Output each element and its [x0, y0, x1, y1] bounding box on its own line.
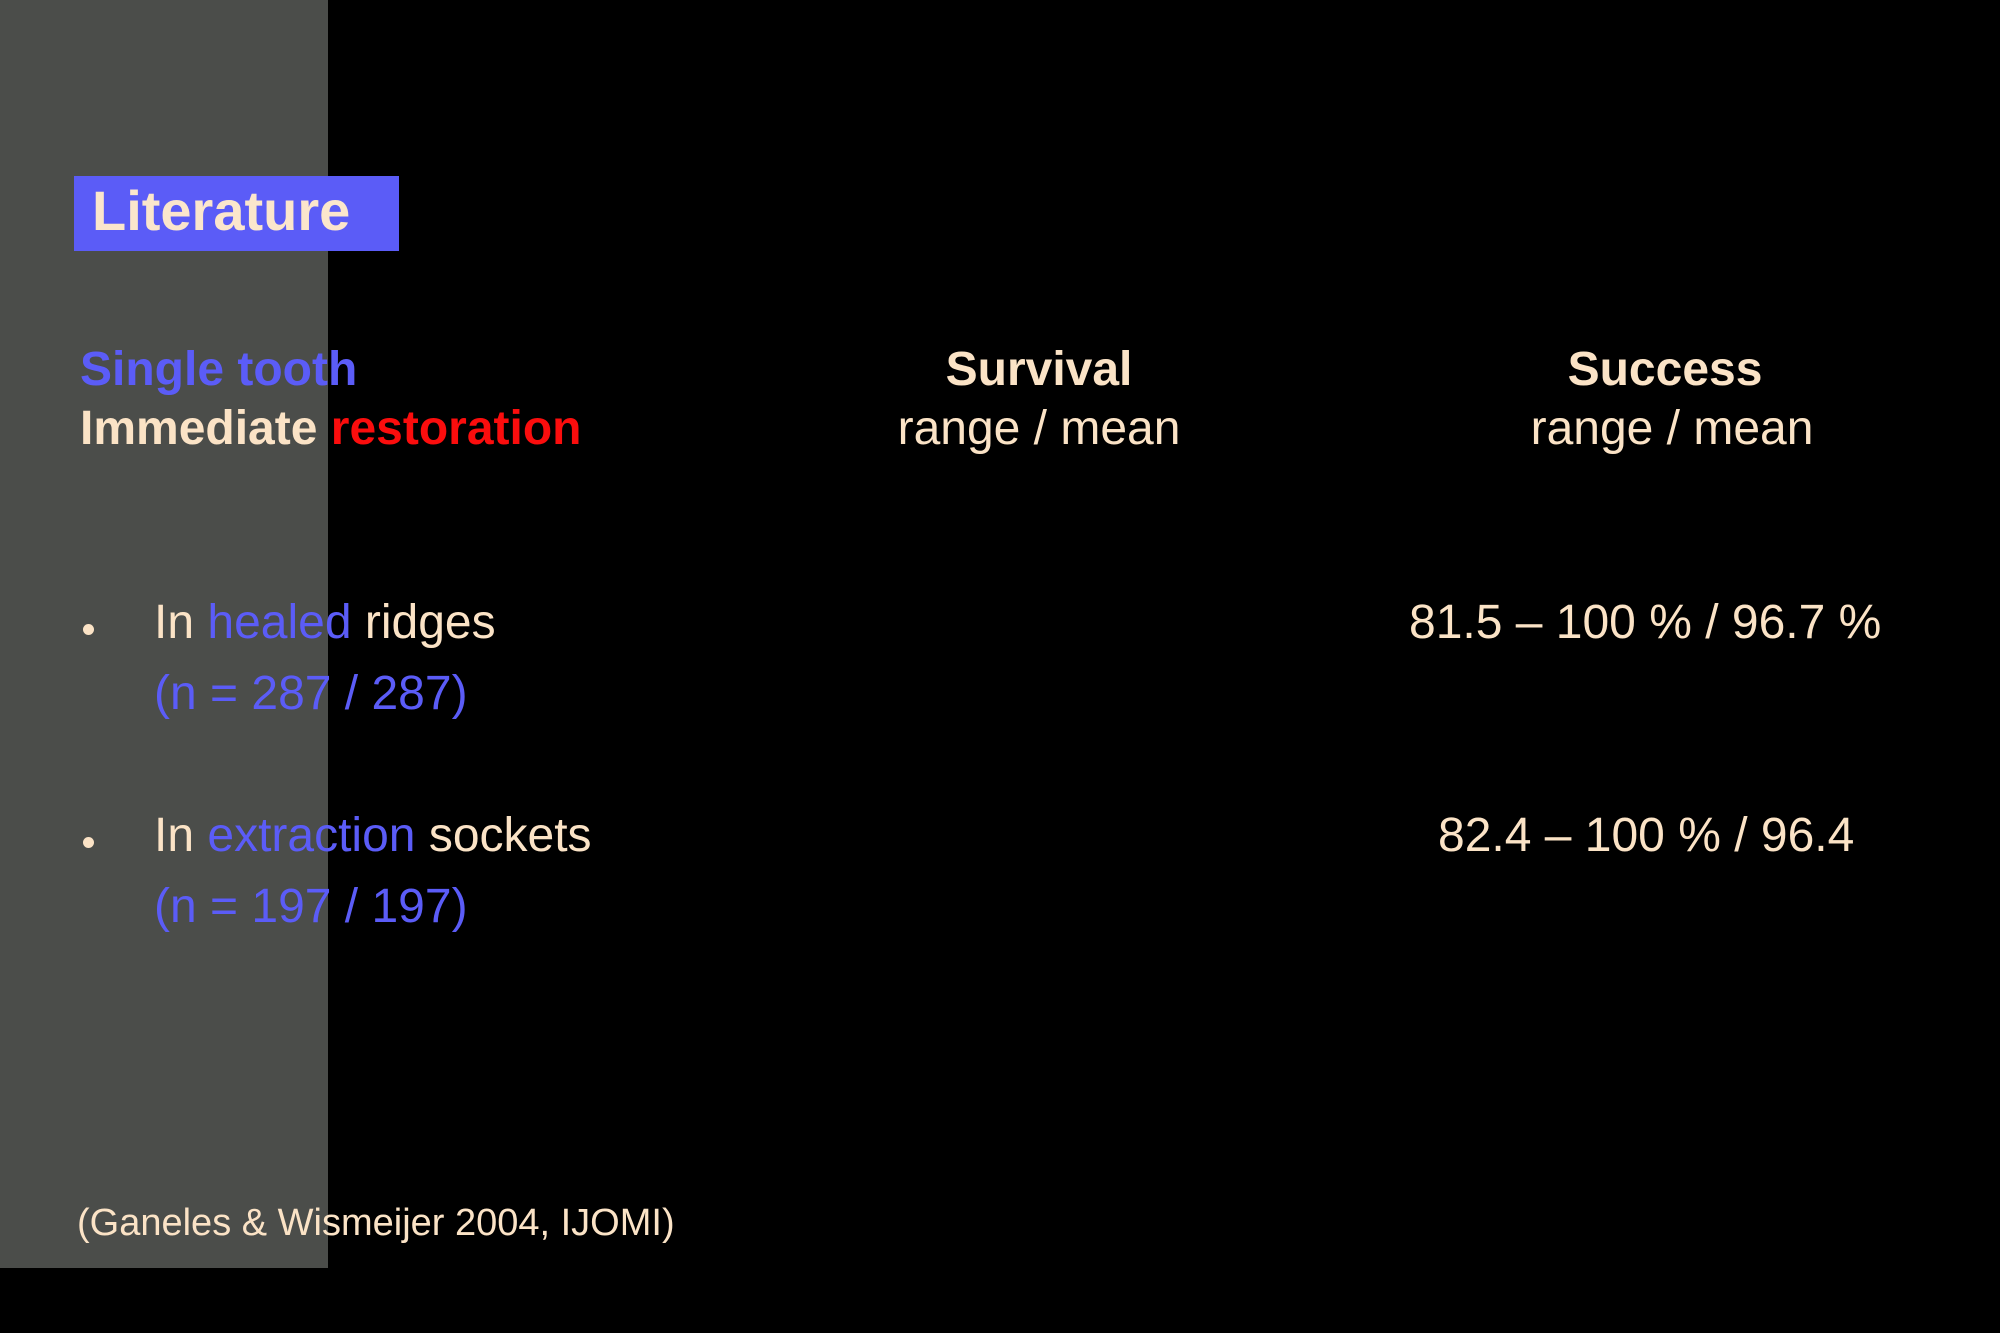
heading-immediate: Immediate [80, 402, 331, 455]
heading-line1: Single tooth [80, 343, 358, 396]
row-extraction-n: (n = 197 / 197) [154, 880, 468, 933]
row-healed-label: In healed ridges [154, 596, 496, 649]
heading-restoration: restoration [330, 402, 582, 455]
column-survival-title: Survival [945, 343, 1133, 396]
row-extraction-highlight: extraction [207, 809, 416, 862]
row-healed-success: 81.5 – 100 % / 96.7 % [1409, 596, 1882, 649]
column-survival-subtitle: range / mean [897, 402, 1181, 455]
row-extraction-success: 82.4 – 100 % / 96.4 [1438, 809, 1855, 862]
column-success-subtitle: range / mean [1530, 402, 1814, 455]
row-healed-highlight: healed [207, 596, 352, 649]
slide-title: Literature [92, 179, 351, 242]
bullet-icon [83, 624, 94, 635]
title-box: Literature [74, 176, 399, 251]
citation: (Ganeles & Wismeijer 2004, IJOMI) [77, 1202, 675, 1244]
row-extraction-label: In extraction sockets [154, 809, 592, 862]
bullet-icon [83, 837, 94, 848]
column-success-title: Success [1567, 343, 1763, 396]
row-healed-n: (n = 287 / 287) [154, 667, 468, 720]
heading-line2: Immediate restoration [80, 401, 581, 457]
